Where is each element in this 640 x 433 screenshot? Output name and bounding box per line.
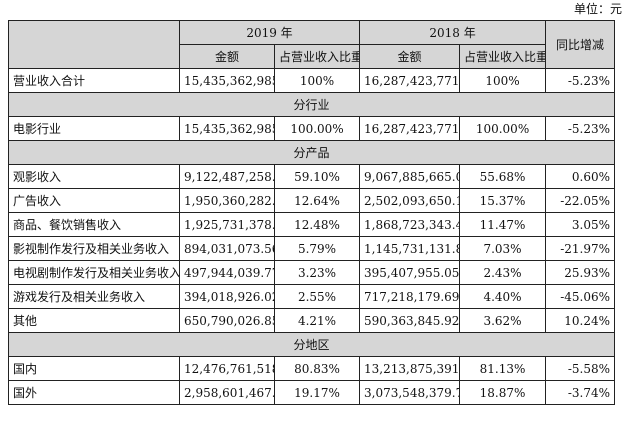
table-row: 电视剧制作发行及相关业务收入 497,944,039.77 3.23% 395,… — [8, 260, 616, 285]
share-2018: 7.03% — [459, 236, 547, 261]
header-row-fields: 金额 占营业收入比重 金额 占营业收入比重 — [9, 44, 615, 69]
share-2019: 100.00% — [273, 116, 361, 141]
yoy-change: -5.23% — [545, 68, 616, 93]
header-share-2018: 占营业收入比重 — [459, 44, 547, 69]
row-name: 电视剧制作发行及相关业务收入 — [8, 260, 180, 285]
amount-2019: 12,476,761,518.49 — [179, 356, 275, 381]
section-row-region: 分地区 — [7, 332, 616, 357]
row-name: 游戏发行及相关业务收入 — [8, 284, 180, 309]
section-row-product: 分产品 — [7, 140, 616, 165]
row-name: 其他 — [8, 308, 180, 333]
amount-2019: 894,031,073.56 — [179, 236, 275, 261]
row-name: 国外 — [8, 380, 180, 405]
row-name: 营业收入合计 — [8, 68, 180, 93]
amount-2019: 1,925,731,378.74 — [179, 212, 275, 237]
amount-2018: 9,067,885,665.06 — [359, 164, 461, 189]
share-2019: 3.23% — [273, 260, 361, 285]
header-yoy: 同比增减 — [545, 20, 616, 69]
table-row-total: 营业收入合计 15,435,362,985.83 100% 16,287,423… — [8, 68, 616, 93]
amount-2018: 1,145,731,131.86 — [359, 236, 461, 261]
share-2018: 18.87% — [459, 380, 547, 405]
amount-2018: 13,213,875,391.37 — [359, 356, 461, 381]
row-name: 国内 — [8, 356, 180, 381]
yoy-change: -5.23% — [545, 116, 616, 141]
share-2019: 59.10% — [273, 164, 361, 189]
amount-2018: 16,287,423,771.15 — [359, 116, 461, 141]
amount-2019: 15,435,362,985.83 — [179, 116, 275, 141]
row-name: 观影收入 — [8, 164, 180, 189]
share-2018: 81.13% — [459, 356, 547, 381]
amount-2019: 650,790,026.85 — [179, 308, 275, 333]
amount-2018: 1,868,723,343.45 — [359, 212, 461, 237]
share-2018: 100% — [459, 68, 547, 93]
share-2018: 3.62% — [459, 308, 547, 333]
yoy-change: -21.97% — [545, 236, 616, 261]
yoy-change: 3.05% — [545, 212, 616, 237]
share-2018: 15.37% — [459, 188, 547, 213]
share-2019: 19.17% — [273, 380, 361, 405]
amount-2018: 590,363,845.92 — [359, 308, 461, 333]
table-row: 游戏发行及相关业务收入 394,018,926.02 2.55% 717,218… — [8, 284, 616, 309]
header-year-2019: 2019 年 — [178, 20, 361, 45]
amount-2018: 395,407,955.05 — [359, 260, 461, 285]
unit-label: 单位：元 — [573, 2, 622, 16]
amount-2019: 9,122,487,258.35 — [179, 164, 275, 189]
yoy-change: -5.58% — [545, 356, 616, 381]
table-row: 商品、餐饮销售收入 1,925,731,378.74 12.48% 1,868,… — [8, 212, 616, 237]
amount-2018: 16,287,423,771.15 — [359, 68, 461, 93]
revenue-table: 2019 年 2018 年 同比增减 金额 占营业收入比重 金额 占营业收入比重… — [7, 20, 616, 405]
table-row: 影视制作发行及相关业务收入 894,031,073.56 5.79% 1,145… — [8, 236, 616, 261]
header-category-cell — [8, 20, 180, 69]
amount-2018: 3,073,548,379.78 — [359, 380, 461, 405]
header-year-2018: 2018 年 — [359, 20, 547, 45]
amount-2018: 717,218,179.69 — [359, 284, 461, 309]
row-name: 影视制作发行及相关业务收入 — [8, 236, 180, 261]
share-2019: 80.83% — [273, 356, 361, 381]
share-2019: 12.48% — [273, 212, 361, 237]
row-name: 电影行业 — [8, 116, 180, 141]
share-2018: 11.47% — [459, 212, 547, 237]
yoy-change: -22.05% — [545, 188, 616, 213]
row-name: 广告收入 — [8, 188, 180, 213]
section-label-industry: 分行业 — [7, 92, 616, 117]
table-row: 国内 12,476,761,518.49 80.83% 13,213,875,3… — [8, 356, 616, 381]
yoy-change: -3.74% — [545, 380, 616, 405]
header-amount-2018: 金额 — [359, 44, 461, 69]
amount-2019: 15,435,362,985.83 — [179, 68, 275, 93]
yoy-change: 25.93% — [545, 260, 616, 285]
share-2018: 100.00% — [459, 116, 547, 141]
share-2019: 4.21% — [273, 308, 361, 333]
yoy-change: 10.24% — [545, 308, 616, 333]
amount-2019: 2,958,601,467.34 — [179, 380, 275, 405]
section-row-industry: 分行业 — [7, 92, 616, 117]
amount-2018: 2,502,093,650.12 — [359, 188, 461, 213]
table-row: 广告收入 1,950,360,282.54 12.64% 2,502,093,6… — [8, 188, 616, 213]
share-2019: 2.55% — [273, 284, 361, 309]
row-name: 商品、餐饮销售收入 — [8, 212, 180, 237]
table-row: 电影行业 15,435,362,985.83 100.00% 16,287,42… — [8, 116, 616, 141]
section-label-product: 分产品 — [7, 140, 616, 165]
share-2019: 100% — [273, 68, 361, 93]
amount-2019: 497,944,039.77 — [179, 260, 275, 285]
share-2019: 12.64% — [273, 188, 361, 213]
share-2018: 2.43% — [459, 260, 547, 285]
section-label-region: 分地区 — [7, 332, 616, 357]
header-amount-2019: 金额 — [179, 44, 275, 69]
header-row-years: 2019 年 2018 年 同比增减 — [8, 20, 616, 69]
amount-2019: 394,018,926.02 — [179, 284, 275, 309]
table-row: 国外 2,958,601,467.34 19.17% 3,073,548,379… — [8, 380, 616, 405]
table-row: 其他 650,790,026.85 4.21% 590,363,845.92 3… — [8, 308, 616, 333]
share-2018: 4.40% — [459, 284, 547, 309]
header-share-2019: 占营业收入比重 — [273, 44, 361, 69]
table-row: 观影收入 9,122,487,258.35 59.10% 9,067,885,6… — [8, 164, 616, 189]
yoy-change: -45.06% — [545, 284, 616, 309]
amount-2019: 1,950,360,282.54 — [179, 188, 275, 213]
yoy-change: 0.60% — [545, 164, 616, 189]
share-2018: 55.68% — [459, 164, 547, 189]
share-2019: 5.79% — [273, 236, 361, 261]
